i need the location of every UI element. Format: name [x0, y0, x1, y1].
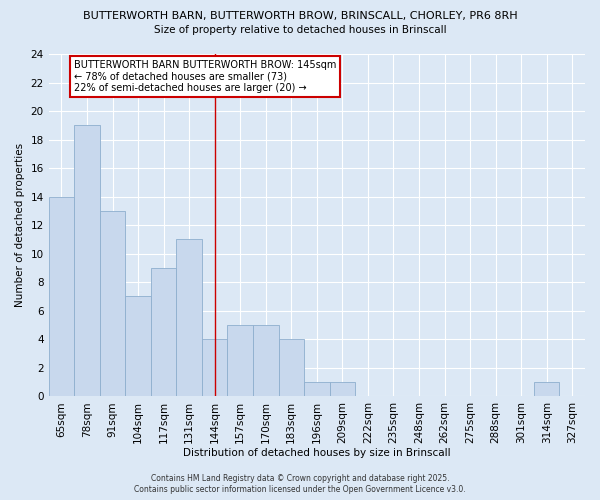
Bar	[49, 196, 74, 396]
Text: BUTTERWORTH BARN, BUTTERWORTH BROW, BRINSCALL, CHORLEY, PR6 8RH: BUTTERWORTH BARN, BUTTERWORTH BROW, BRIN…	[83, 12, 517, 22]
Bar	[151, 268, 176, 396]
Bar	[304, 382, 329, 396]
Bar	[227, 325, 253, 396]
Bar	[125, 296, 151, 396]
Bar	[278, 340, 304, 396]
Y-axis label: Number of detached properties: Number of detached properties	[15, 143, 25, 307]
Bar	[202, 340, 227, 396]
Bar	[100, 211, 125, 396]
Bar	[329, 382, 355, 396]
Text: Contains HM Land Registry data © Crown copyright and database right 2025.
Contai: Contains HM Land Registry data © Crown c…	[134, 474, 466, 494]
Bar	[534, 382, 559, 396]
Bar	[74, 126, 100, 396]
X-axis label: Distribution of detached houses by size in Brinscall: Distribution of detached houses by size …	[183, 448, 451, 458]
Text: BUTTERWORTH BARN BUTTERWORTH BROW: 145sqm
← 78% of detached houses are smaller (: BUTTERWORTH BARN BUTTERWORTH BROW: 145sq…	[74, 60, 337, 93]
Bar	[176, 240, 202, 396]
Text: Size of property relative to detached houses in Brinscall: Size of property relative to detached ho…	[154, 25, 446, 35]
Bar	[253, 325, 278, 396]
